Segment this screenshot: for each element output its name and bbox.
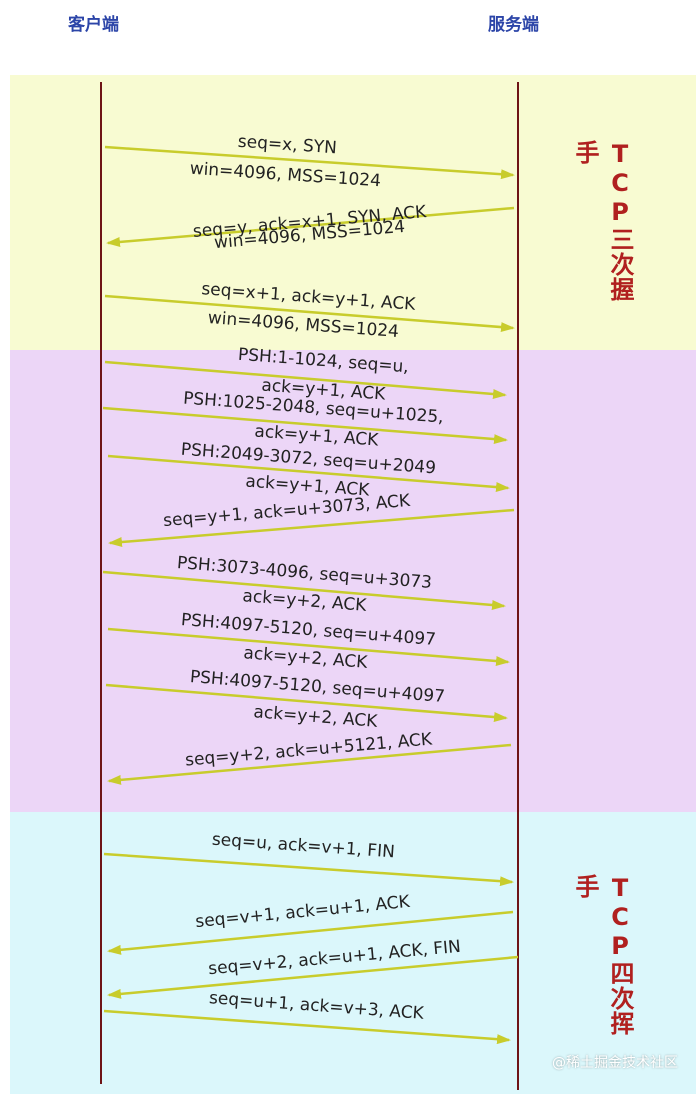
watermark: @稀土掘金技术社区	[552, 1055, 678, 1071]
message-arrow-right	[104, 294, 515, 333]
section-handshake-band	[10, 75, 696, 350]
handshake-section-title: TCP三次握手	[571, 140, 634, 302]
message-arrow-left	[106, 206, 515, 247]
message-arrow-right	[103, 852, 514, 887]
message-arrow-right	[107, 454, 510, 493]
section-teardown-band	[10, 812, 696, 1094]
message-arrow-right	[107, 627, 510, 666]
message-arrow-right	[102, 570, 506, 610]
message-arrow-right	[104, 360, 507, 399]
message-arrow-left	[107, 955, 519, 999]
server-header: 服务端	[488, 15, 539, 35]
message-arrow-right	[104, 145, 515, 180]
message-arrow-right	[103, 1009, 511, 1045]
message-arrow-left	[107, 910, 514, 955]
message-arrow-left	[107, 743, 512, 785]
message-arrow-right	[105, 683, 508, 722]
message-arrow-right	[102, 406, 508, 445]
message-arrow-left	[108, 508, 515, 548]
teardown-section-title: TCP四次挥手	[571, 874, 634, 1036]
client-header: 客户端	[68, 15, 119, 35]
